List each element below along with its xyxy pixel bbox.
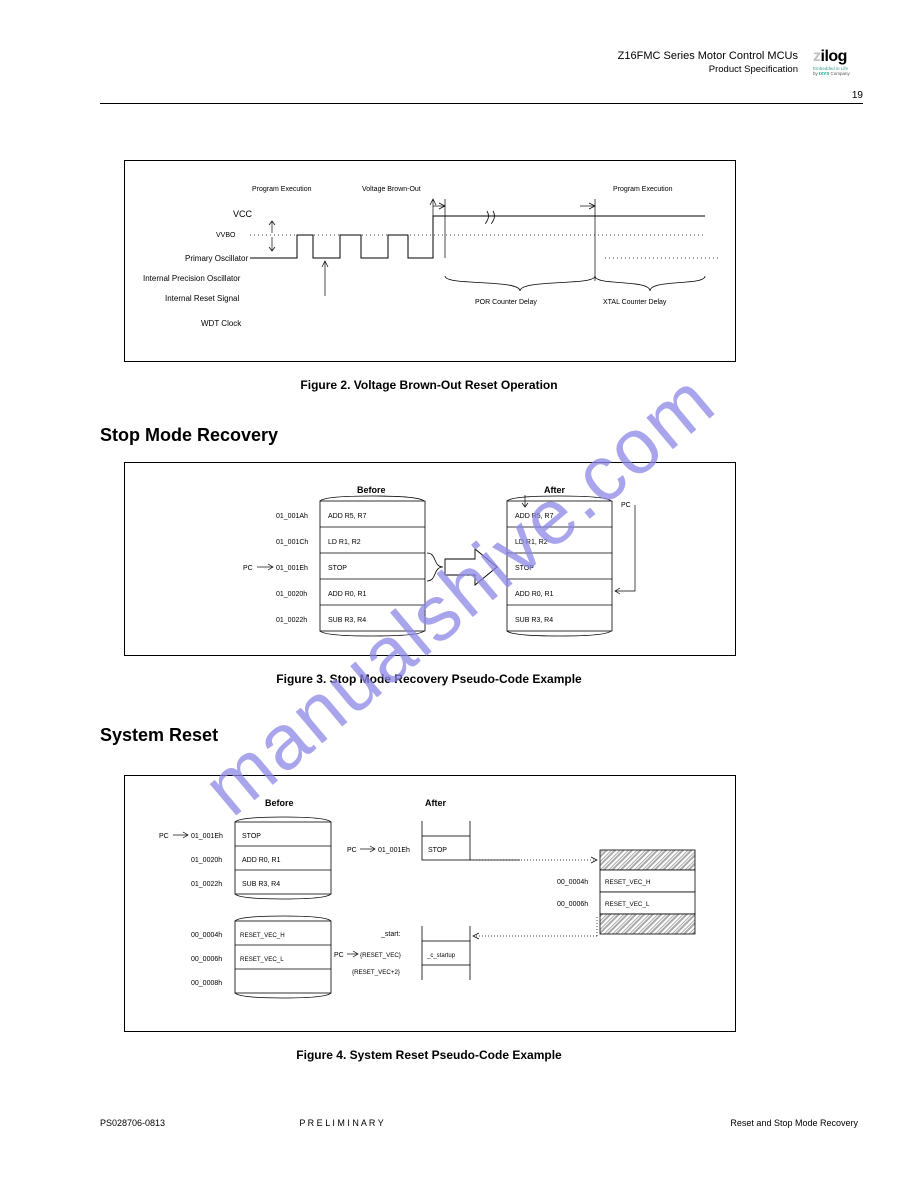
- section-system-reset: System Reset: [100, 725, 218, 746]
- label-wdt: WDT Clock: [201, 319, 242, 328]
- svg-text:01_0020h: 01_0020h: [191, 857, 222, 864]
- figure-3-box: Before After STOP ADD R0, R1 SUB R3, R4 …: [124, 775, 736, 1032]
- svg-text:ADD R0, R1: ADD R0, R1: [328, 591, 367, 598]
- page-number: 19: [852, 90, 863, 101]
- svg-text:PC: PC: [347, 847, 357, 854]
- svg-text:00_0006h: 00_0006h: [557, 901, 588, 908]
- doc-subtitle: Product Specification: [198, 64, 798, 75]
- svg-text:01_001Ch: 01_001Ch: [276, 539, 308, 546]
- label-after: After: [544, 485, 565, 495]
- after-block: ADD R5, R7 LD R1, R2 STOP ADD R0, R1 SUB…: [507, 496, 612, 636]
- before-block: ADD R5, R7 LD R1, R2 STOP ADD R0, R1 SUB…: [320, 496, 425, 636]
- svg-text:01_0020h: 01_0020h: [276, 591, 307, 598]
- svg-text:ADD R0, R1: ADD R0, R1: [515, 591, 554, 598]
- label-vvbo: VVBO: [216, 232, 236, 239]
- svg-text:_start:: _start:: [380, 931, 401, 938]
- figure-3-svg: Before After STOP ADD R0, R1 SUB R3, R4 …: [125, 776, 735, 1031]
- doc-title: Z16FMC Series Motor Control MCUs: [198, 50, 798, 62]
- figure-2-caption: Figure 3. Stop Mode Recovery Pseudo-Code…: [124, 672, 734, 686]
- svg-text:01_001Eh: 01_001Eh: [276, 565, 308, 572]
- section-stop-mode: Stop Mode Recovery: [100, 425, 278, 446]
- label-ipo: Internal Precision Oscillator: [143, 274, 241, 283]
- brace-por: [445, 276, 595, 291]
- figure-1-svg: VCC VVBO: [125, 161, 735, 361]
- svg-text:00_0004h: 00_0004h: [191, 932, 222, 939]
- svg-text:01_001Eh: 01_001Eh: [378, 847, 410, 854]
- zilog-logo: zilog Embedded in Life by IXYS Company: [813, 48, 863, 84]
- svg-text:RESET_VEC_H: RESET_VEC_H: [240, 932, 285, 939]
- label-int-reset: Internal Reset Signal: [165, 294, 239, 303]
- logo-text: zilog: [813, 48, 863, 66]
- svg-text:SUB R3, R4: SUB R3, R4: [515, 617, 553, 624]
- svg-text:LD R1, R2: LD R1, R2: [515, 539, 548, 546]
- svg-text:00_0008h: 00_0008h: [191, 980, 222, 987]
- svg-text:STOP: STOP: [328, 565, 347, 572]
- svg-text:PC: PC: [159, 833, 169, 840]
- svg-text:SUB R3, R4: SUB R3, R4: [328, 617, 366, 624]
- label-vbo: Voltage Brown-Out: [362, 186, 421, 193]
- page: Z16FMC Series Motor Control MCUs Product…: [0, 0, 918, 1188]
- logo-tagline2: by IXYS Company: [813, 71, 863, 76]
- label-xtal-delay: XTAL Counter Delay: [603, 299, 667, 306]
- axis-break-1: [486, 211, 489, 224]
- svg-text:01_001Eh: 01_001Eh: [191, 833, 223, 840]
- figure-3-caption: Figure 4. System Reset Pseudo-Code Examp…: [124, 1048, 734, 1062]
- svg-text:ADD R5, R7: ADD R5, R7: [328, 513, 367, 520]
- label-vcc: VCC: [233, 209, 253, 219]
- svg-text:{RESET_VEC}: {RESET_VEC}: [360, 952, 401, 959]
- svg-text:ADD R0, R1: ADD R0, R1: [242, 857, 281, 864]
- after-upper: STOP: [422, 821, 470, 860]
- vector-block-right: RESET_VEC_H RESET_VEC_L: [600, 850, 695, 934]
- svg-text:ADD R5, R7: ADD R5, R7: [515, 513, 554, 520]
- svg-text:00_0006h: 00_0006h: [191, 956, 222, 963]
- svg-text:SUB R3, R4: SUB R3, R4: [242, 881, 280, 888]
- svg-text:_c_startup: _c_startup: [426, 953, 456, 959]
- label-before-3: Before: [265, 798, 294, 808]
- waveform-pulses: [250, 216, 438, 258]
- label-primary-osc: Primary Oscillator: [185, 254, 248, 263]
- svg-text:PC: PC: [334, 952, 344, 959]
- svg-text:{RESET_VEC+2}: {RESET_VEC+2}: [352, 969, 400, 976]
- header-rule: [100, 103, 863, 104]
- before-block-3: STOP ADD R0, R1 SUB R3, R4: [235, 817, 331, 899]
- figure-2-box: Before After ADD R5, R7 LD R1, R2 STOP A…: [124, 462, 736, 656]
- brace-xtal: [595, 276, 705, 291]
- header: Z16FMC Series Motor Control MCUs Product…: [198, 50, 798, 81]
- footer-confidential: P R E L I M I N A R Y Reset and Stop Mod…: [0, 1118, 918, 1128]
- svg-text:01_0022h: 01_0022h: [191, 881, 222, 888]
- label-prog-exec-1: Program Execution: [252, 186, 312, 193]
- figure-2-svg: Before After ADD R5, R7 LD R1, R2 STOP A…: [125, 463, 735, 655]
- svg-text:PC: PC: [243, 565, 253, 572]
- label-pc-after: PC: [621, 502, 631, 509]
- svg-text:STOP: STOP: [515, 565, 534, 572]
- svg-text:00_0004h: 00_0004h: [557, 879, 588, 886]
- label-after-3: After: [425, 798, 446, 808]
- svg-text:RESET_VEC_H: RESET_VEC_H: [605, 879, 651, 886]
- before-vectors: RESET_VEC_H RESET_VEC_L: [235, 916, 331, 998]
- svg-text:01_001Ah: 01_001Ah: [276, 513, 308, 520]
- svg-text:STOP: STOP: [428, 847, 447, 854]
- svg-text:LD R1, R2: LD R1, R2: [328, 539, 361, 546]
- figure-1-caption: Figure 2. Voltage Brown-Out Reset Operat…: [124, 378, 734, 392]
- label-prog-exec-2: Program Execution: [613, 186, 673, 193]
- big-arrow: [427, 549, 497, 585]
- svg-text:RESET_VEC_L: RESET_VEC_L: [240, 956, 284, 963]
- label-before: Before: [357, 485, 386, 495]
- svg-text:RESET_VEC_L: RESET_VEC_L: [605, 901, 650, 908]
- svg-text:STOP: STOP: [242, 833, 261, 840]
- label-por-delay: POR Counter Delay: [475, 299, 537, 306]
- figure-1-box: VCC VVBO: [124, 160, 736, 362]
- axis-break-2: [492, 211, 495, 224]
- svg-text:01_0022h: 01_0022h: [276, 617, 307, 624]
